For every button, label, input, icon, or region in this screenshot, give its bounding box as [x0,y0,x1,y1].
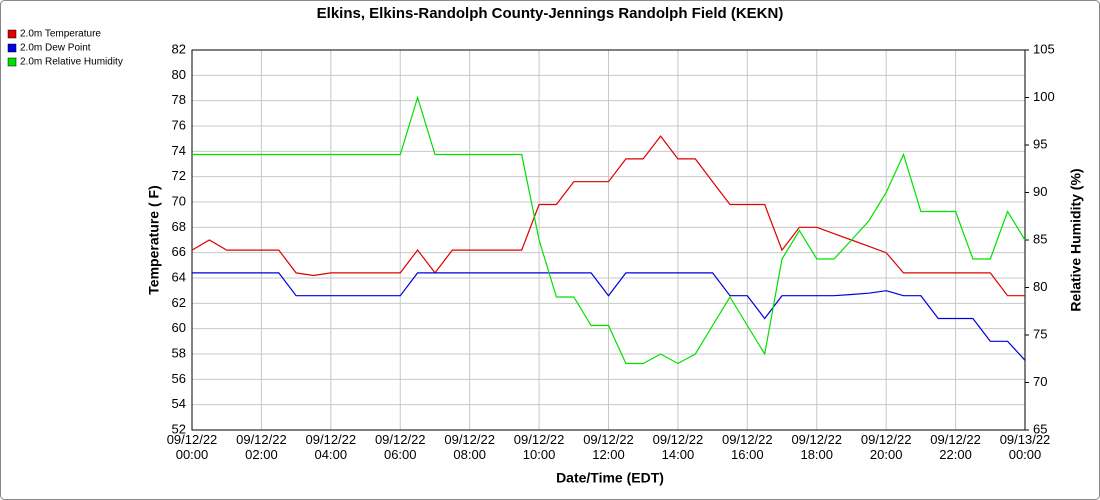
x-tick-label-line: 09/13/22 [1000,432,1051,447]
y2-tick-label: 75 [1033,326,1047,341]
series-line [191,135,1025,297]
x-tick-label: 09/12/22 20:00 [861,432,912,462]
y-tick-label: 72 [172,168,186,183]
y2-tick-label: 85 [1033,231,1047,246]
y-tick-label: 52 [172,421,186,436]
x-tick-label-line: 22:00 [939,447,972,462]
legend-swatch [7,57,17,67]
x-tick-label-line: 16:00 [731,447,764,462]
x-tick-label-line: 09/12/22 [444,432,495,447]
x-tick-label-line: 09/12/22 [930,432,981,447]
y-tick-label: 62 [172,295,186,310]
y-tick-label: 70 [172,193,186,208]
y2-tick-label: 80 [1033,279,1047,294]
legend-swatch [7,43,17,53]
x-tick-label-line: 09/12/22 [514,432,565,447]
x-tick-label-line: 09/12/22 [722,432,773,447]
y2-tick-label: 90 [1033,184,1047,199]
x-tick-label: 09/12/22 02:00 [236,432,287,462]
x-tick-label: 09/12/22 06:00 [375,432,426,462]
x-axis-title: Date/Time (EDT) [556,470,664,486]
y-tick-label: 66 [172,244,186,259]
x-tick-label-line: 10:00 [523,447,556,462]
x-tick-label-line: 12:00 [592,447,625,462]
x-tick-label-line: 06:00 [384,447,417,462]
y-tick-label: 74 [172,143,186,158]
y-tick-label: 82 [172,41,186,56]
x-tick-label-line: 09/12/22 [653,432,704,447]
x-tick-label-line: 08:00 [453,447,486,462]
y2-tick-label: 105 [1033,41,1055,56]
x-tick-label: 09/12/22 12:00 [583,432,634,462]
chart-title: Elkins, Elkins-Randolph County-Jennings … [317,5,784,22]
legend-label: 2.0m Temperature [20,29,101,40]
x-tick-label-line: 14:00 [662,447,695,462]
series-line [192,95,1026,365]
legend-label: 2.0m Relative Humidity [20,57,123,68]
y2-tick-label: 95 [1033,136,1047,151]
x-tick-label: 09/12/22 18:00 [791,432,842,462]
y-tick-label: 54 [172,396,186,411]
x-tick-label-line: 04:00 [315,447,348,462]
x-tick-label-line: 00:00 [1009,447,1042,462]
y-tick-label: 68 [172,219,186,234]
x-tick-label: 09/12/22 22:00 [930,432,981,462]
x-tick-label-line: 18:00 [800,447,833,462]
x-tick-label-line: 09/12/22 [236,432,287,447]
x-tick-label: 09/12/22 00:00 [167,432,218,462]
y-tick-label: 80 [172,67,186,82]
x-tick-label: 09/12/22 10:00 [514,432,565,462]
y-tick-label: 60 [172,320,186,335]
y2-tick-label: 65 [1033,421,1047,436]
y2-axis-title: Relative Humidity (%) [1068,168,1084,311]
x-tick-label: 09/12/22 14:00 [653,432,704,462]
x-tick-label-line: 09/12/22 [375,432,426,447]
x-tick-label-line: 09/12/22 [167,432,218,447]
x-tick-label-line: 09/12/22 [306,432,357,447]
x-tick-label-line: 09/12/22 [791,432,842,447]
x-tick-label-line: 00:00 [176,447,209,462]
y2-tick-label: 100 [1033,89,1055,104]
x-tick-label: 09/12/22 08:00 [444,432,495,462]
x-tick-label: 09/12/22 04:00 [306,432,357,462]
x-tick-label-line: 02:00 [245,447,278,462]
y-tick-label: 76 [172,117,186,132]
legend-swatch [7,29,17,39]
y-axis-title: Temperature ( F) [146,185,162,294]
x-tick-label-line: 20:00 [870,447,903,462]
y-tick-label: 78 [172,92,186,107]
y-tick-label: 58 [172,345,186,360]
x-tick-label-line: 09/12/22 [861,432,912,447]
y2-tick-label: 70 [1033,374,1047,389]
x-tick-label: 09/12/22 16:00 [722,432,773,462]
y-tick-label: 56 [172,371,186,386]
y-tick-label: 64 [172,269,186,284]
x-tick-label: 09/13/22 00:00 [1000,432,1051,462]
series-line [192,272,1026,361]
x-tick-label-line: 09/12/22 [583,432,634,447]
legend-label: 2.0m Dew Point [20,43,91,54]
